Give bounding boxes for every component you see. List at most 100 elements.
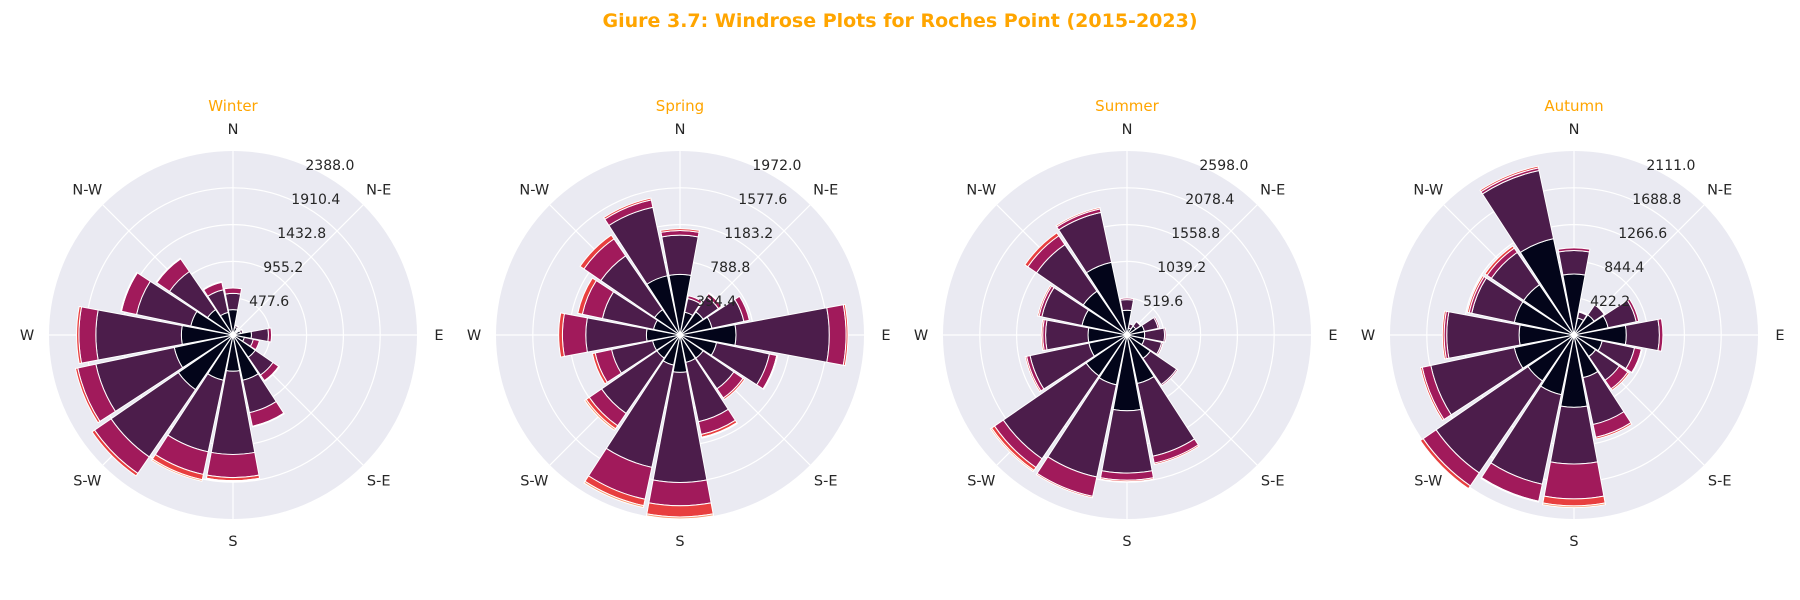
windrose-bar-e-bin-2 [267,327,273,343]
direction-label-s: S [1569,534,1578,550]
ring-tick-label: 955.2 [263,260,303,276]
direction-label-s-e: S-E [367,474,391,490]
windrose-bar-sse-bin-3 [1595,422,1633,440]
windrose-bar-s-bin-4 [205,477,261,482]
ring-tick-label: 519.6 [1143,294,1183,310]
direction-label-s: S [1122,534,1131,550]
windrose-bar-wnw-bin-3 [1466,274,1485,314]
windrose-bar-sw-bin-4 [583,398,617,432]
windrose-bar-ese-bin-2 [1156,341,1164,356]
windrose-bar-n-bin-1 [1558,250,1590,276]
direction-label-n: N [675,122,686,138]
figure-title: Giure 3.7: Windrose Plots for Roches Poi… [602,10,1197,32]
direction-label-n: N [228,122,239,138]
windrose-bar-w-bin-2 [562,312,588,358]
windrose-bar-e-bin-2 [1163,327,1167,343]
windrose-bar-sse-bin-3 [1153,444,1200,466]
ring-tick-label: 2111.0 [1646,158,1695,174]
ring-tick-label: 422.2 [1590,294,1630,310]
ring-tick-label: 1558.8 [1171,226,1220,242]
ring-tick-label: 1039.2 [1157,260,1206,276]
windrose-bar-w-bin-3 [1441,310,1447,360]
windrose-bar-w-bin-3 [76,305,83,365]
windrose-bar-nnw-bin-3 [1479,165,1540,193]
windrose-panel-winter: Winter 477.6 955.2 1432.8 1910.4 2388.0 N N-E E… [20,97,444,550]
windrose-bar-ese-bin-2 [249,338,260,351]
direction-label-e: E [434,328,443,344]
ring-tick-label: 477.6 [249,294,289,310]
ring-tick-label: 1910.4 [291,192,340,208]
windrose-bar-nw-bin-3 [155,257,182,284]
panel-title: Summer [1095,97,1159,115]
ring-tick-label: 1688.8 [1632,192,1681,208]
windrose-bar-wsw-bin-3 [591,352,608,385]
direction-label-s-w: S-W [1414,474,1442,490]
windrose-panel-summer: Summer 519.6 1039.2 1558.8 2078.4 2598.0 N N-E… [914,97,1338,550]
windrose-bar-nnw-bin-3 [202,280,223,291]
ring-tick-label: 2388.0 [305,158,354,174]
panel-title: Winter [208,97,258,115]
ring-tick-label: 1972.0 [752,158,801,174]
windrose-bar-se-bin-3 [722,377,746,401]
windrose-bar-wnw-bin-3 [120,271,139,312]
windrose-bar-wnw-bin-3 [1037,284,1053,317]
direction-label-s-e: S-E [814,474,838,490]
windrose-bar-ne-bin-2 [1594,303,1606,315]
ring-tick-label: 1266.6 [1618,226,1667,242]
windrose-bar-wsw-bin-3 [74,367,101,424]
windrose-bar-n-bin-1 [224,292,242,311]
windrose-bar-s-bin-3 [1099,477,1155,483]
windrose-bar-s-bin-2 [206,451,260,479]
panel-title: Autumn [1544,97,1603,115]
windrose-bar-s-bin-2 [1543,461,1605,500]
direction-label-s-w: S-W [520,474,548,490]
windrose-bar-ssw-bin-3 [1035,472,1094,499]
direction-label-n-w: N-W [72,182,102,198]
windrose-bar-se-bin-3 [1610,371,1631,392]
windrose-bar-nw-bin-3 [1024,232,1060,268]
windrose-bar-w-bin-3 [558,312,565,358]
windrose-bar-ssw-bin-3 [1480,476,1540,503]
direction-label-n: N [1122,122,1133,138]
windrose-bar-nw-bin-3 [579,234,615,270]
windrose-bar-ne-bin-3 [707,292,723,308]
direction-label-n-e: N-E [1260,182,1285,198]
windrose-bar-sw-bin-3 [91,429,139,477]
windrose-panel-spring: Spring 394.4 788.8 1183.2 1577.6 1972.0 N N-E E… [467,97,891,550]
direction-label-s: S [675,534,684,550]
windrose-bar-sw-bin-4 [1418,439,1470,491]
panel-title: Spring [656,97,704,115]
windrose-bar-ene-bin-2 [1626,298,1640,323]
direction-label-n-w: N-W [966,182,996,198]
direction-label-n-w: N-W [1413,182,1443,198]
windrose-bar-ese-bin-3 [1631,348,1643,374]
windrose-bar-w-bin-2 [78,306,99,364]
windrose-bar-n-bin-2 [1557,247,1591,253]
windrose-bar-wsw-bin-3 [1419,366,1445,422]
windrose-bar-nw-bin-3 [1484,245,1515,276]
windrose-bar-e-bin-2 [826,304,847,366]
direction-label-s-w: S-W [967,474,995,490]
windrose-bar-ese-bin-3 [762,354,779,391]
direction-label-e: E [1328,328,1337,344]
windrose-bar-nne-bin-2 [687,295,703,305]
windrose-bar-wsw-bin-3 [1024,355,1042,393]
direction-label-w: W [467,328,481,344]
direction-label-n-e: N-E [1707,182,1732,198]
ring-tick-label: 2598.0 [1199,158,1248,174]
direction-label-e: E [881,328,890,344]
windrose-bar-e-bin-2 [1657,318,1664,352]
windrose-bar-n-bin-1 [1119,299,1135,312]
direction-label-s-w: S-W [73,474,101,490]
ring-tick-label: 844.4 [1604,260,1644,276]
windrose-bar-n-bin-2 [1119,297,1135,301]
direction-label-w: W [20,328,34,344]
windrose-bar-s-bin-2 [648,479,712,507]
windrose-bar-wnw-bin-3 [577,277,597,315]
ring-tick-label: 2078.4 [1185,192,1234,208]
ring-tick-label: 1577.6 [738,192,787,208]
windrose-bar-e-bin-3 [842,303,849,367]
windrose-bar-ene-bin-2 [734,295,750,323]
grid-spoke [1126,204,1258,336]
